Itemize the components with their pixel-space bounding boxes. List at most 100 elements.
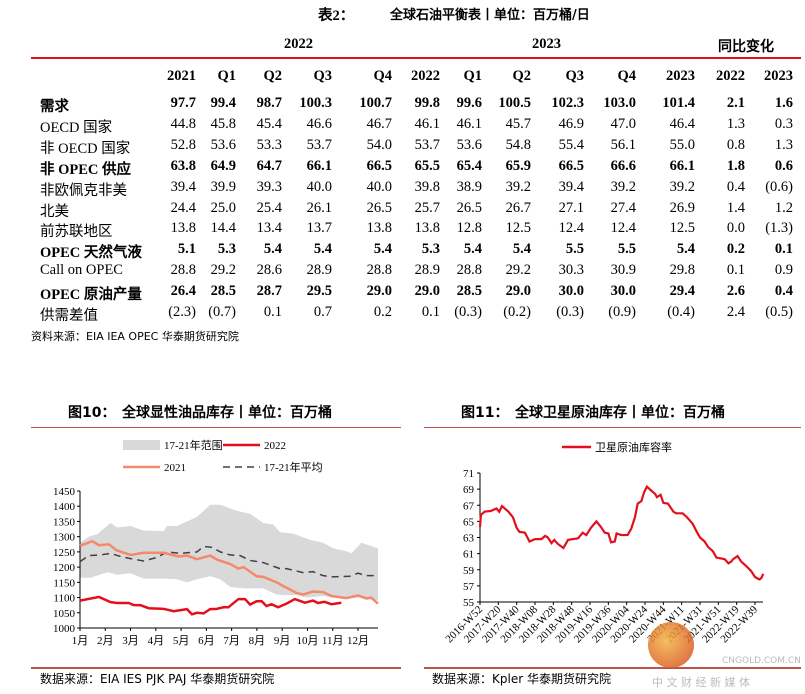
y-tick-label: 1100 bbox=[53, 593, 75, 605]
chart11-title: 全球卫星原油库存丨单位：百万桶 bbox=[515, 405, 725, 421]
chart10-bottom-rule bbox=[31, 667, 401, 669]
table-cell: 65.5 bbox=[414, 157, 440, 174]
x-tick-label: 5月 bbox=[173, 635, 190, 647]
table-cell: 64.7 bbox=[256, 157, 282, 174]
table-cell: 26.5 bbox=[456, 199, 482, 216]
table-cell: 25.7 bbox=[414, 199, 440, 216]
table-cell: 101.4 bbox=[662, 95, 695, 111]
table-cell: 1.4 bbox=[726, 199, 745, 216]
table-cell: 99.4 bbox=[210, 95, 236, 111]
table-cell: 12.5 bbox=[505, 220, 531, 237]
y-tick-label: 1000 bbox=[53, 623, 76, 635]
table-cell: 5.5 bbox=[617, 241, 636, 258]
column-header: Q4 bbox=[373, 68, 392, 84]
table-cell: 0.1 bbox=[726, 262, 745, 279]
table-cell: 5.4 bbox=[463, 241, 482, 258]
table-cell: 53.3 bbox=[256, 136, 282, 153]
chart11-top-rule bbox=[424, 427, 801, 428]
y-tick-label: 1150 bbox=[53, 577, 75, 589]
table-cell: (0.3) bbox=[556, 304, 584, 320]
table-cell: 97.7 bbox=[170, 95, 196, 111]
table-cell: 13.7 bbox=[306, 220, 332, 237]
y-tick-label: 65 bbox=[463, 516, 475, 528]
row-label: 需求 bbox=[40, 99, 69, 115]
table-cell: (0.9) bbox=[608, 304, 636, 320]
table-cell: 5.1 bbox=[177, 241, 196, 258]
table-cell: 28.5 bbox=[456, 283, 482, 300]
series-line-2022 bbox=[79, 595, 342, 616]
table-cell: 46.1 bbox=[456, 115, 482, 132]
table-cell: 1.8 bbox=[726, 157, 745, 174]
column-header: Q2 bbox=[512, 68, 531, 84]
column-header: Q2 bbox=[263, 68, 282, 84]
chart10-top-rule bbox=[31, 427, 401, 428]
table-source: 资料来源：EIA IEA OPEC 华泰期货研究院 bbox=[31, 330, 239, 343]
table-cell: 0.1 bbox=[263, 304, 282, 320]
table-cell: 26.7 bbox=[505, 199, 531, 216]
table-cell: 29.0 bbox=[366, 283, 392, 300]
series-line bbox=[478, 484, 765, 581]
table-cell: 29.0 bbox=[414, 283, 440, 300]
x-tick-label: 2月 bbox=[97, 635, 114, 647]
table-cell: (0.7) bbox=[208, 304, 236, 320]
table-cell: 65.4 bbox=[456, 157, 482, 174]
table-cell: 0.6 bbox=[774, 157, 793, 174]
table-cell: 5.4 bbox=[676, 241, 695, 258]
y-tick-label: 59 bbox=[463, 565, 475, 577]
x-tick-label: 3月 bbox=[122, 635, 139, 647]
table-cell: (0.5) bbox=[765, 304, 793, 320]
table-cell: (0.2) bbox=[503, 304, 531, 320]
table-cell: 0.0 bbox=[726, 220, 745, 237]
table-cell: 38.9 bbox=[456, 178, 482, 195]
y-tick-label: 61 bbox=[463, 549, 474, 561]
row-label: OPEC 原油产量 bbox=[40, 287, 142, 304]
row-label: OPEC 天然气液 bbox=[40, 245, 142, 262]
table-cell: 29.8 bbox=[669, 262, 695, 279]
table-cell: 40.0 bbox=[366, 178, 392, 195]
y-tick-label: 1300 bbox=[53, 532, 76, 544]
table-cell: 66.1 bbox=[306, 157, 332, 174]
table-cell: 55.4 bbox=[558, 136, 584, 153]
table-cell: 103.0 bbox=[603, 95, 636, 111]
table-cell: 13.8 bbox=[414, 220, 440, 237]
table-label: 表2： bbox=[318, 8, 355, 24]
table-cell: 29.2 bbox=[505, 262, 531, 279]
y-tick-label: 1250 bbox=[53, 547, 76, 559]
table-cell: 99.8 bbox=[414, 95, 440, 111]
table-cell: 39.8 bbox=[414, 178, 440, 195]
table-cell: 5.4 bbox=[512, 241, 531, 258]
table-cell: 28.5 bbox=[210, 283, 236, 300]
table-cell: 56.1 bbox=[610, 136, 636, 153]
table-cell: 54.0 bbox=[366, 136, 392, 153]
column-header: Q3 bbox=[313, 68, 332, 84]
table-cell: 13.8 bbox=[170, 220, 196, 237]
y-tick-label: 67 bbox=[463, 500, 475, 512]
cngold-logo bbox=[648, 622, 694, 668]
table-cell: 39.9 bbox=[210, 178, 236, 195]
table-cell: 44.8 bbox=[170, 115, 196, 132]
chart10-label: 图10： bbox=[68, 405, 116, 421]
table-cell: 45.4 bbox=[256, 115, 282, 132]
legend-label: 卫星原油库容率 bbox=[595, 440, 672, 454]
series-line-2021 bbox=[79, 539, 379, 605]
table-cell: 30.9 bbox=[610, 262, 636, 279]
table-cell: 100.7 bbox=[359, 95, 392, 111]
table-cell: 53.7 bbox=[414, 136, 440, 153]
table-cell: 0.2 bbox=[373, 304, 392, 320]
table-cell: 30.0 bbox=[558, 283, 584, 300]
chart10-source: 数据来源：EIA IES PJK PAJ 华泰期货研究院 bbox=[40, 672, 275, 686]
row-label: Call on OPEC bbox=[40, 262, 123, 279]
table-cell: 25.0 bbox=[210, 199, 236, 216]
x-tick-label: 7月 bbox=[223, 635, 240, 647]
x-tick-label: 6月 bbox=[198, 635, 215, 647]
chart11-satellite-inventory: 卫星原油库容率5557596163656769712016-W522017-W2… bbox=[443, 440, 765, 645]
table-cell: 12.5 bbox=[669, 220, 695, 237]
table-cell: 13.4 bbox=[256, 220, 282, 237]
table-cell: 26.4 bbox=[170, 283, 196, 300]
table-cell: 30.0 bbox=[610, 283, 636, 300]
table-cell: 39.2 bbox=[669, 178, 695, 195]
x-tick-label: 11月 bbox=[322, 635, 344, 647]
table-cell: 29.0 bbox=[505, 283, 531, 300]
column-header: Q3 bbox=[565, 68, 584, 84]
y-tick-label: 71 bbox=[463, 468, 474, 480]
